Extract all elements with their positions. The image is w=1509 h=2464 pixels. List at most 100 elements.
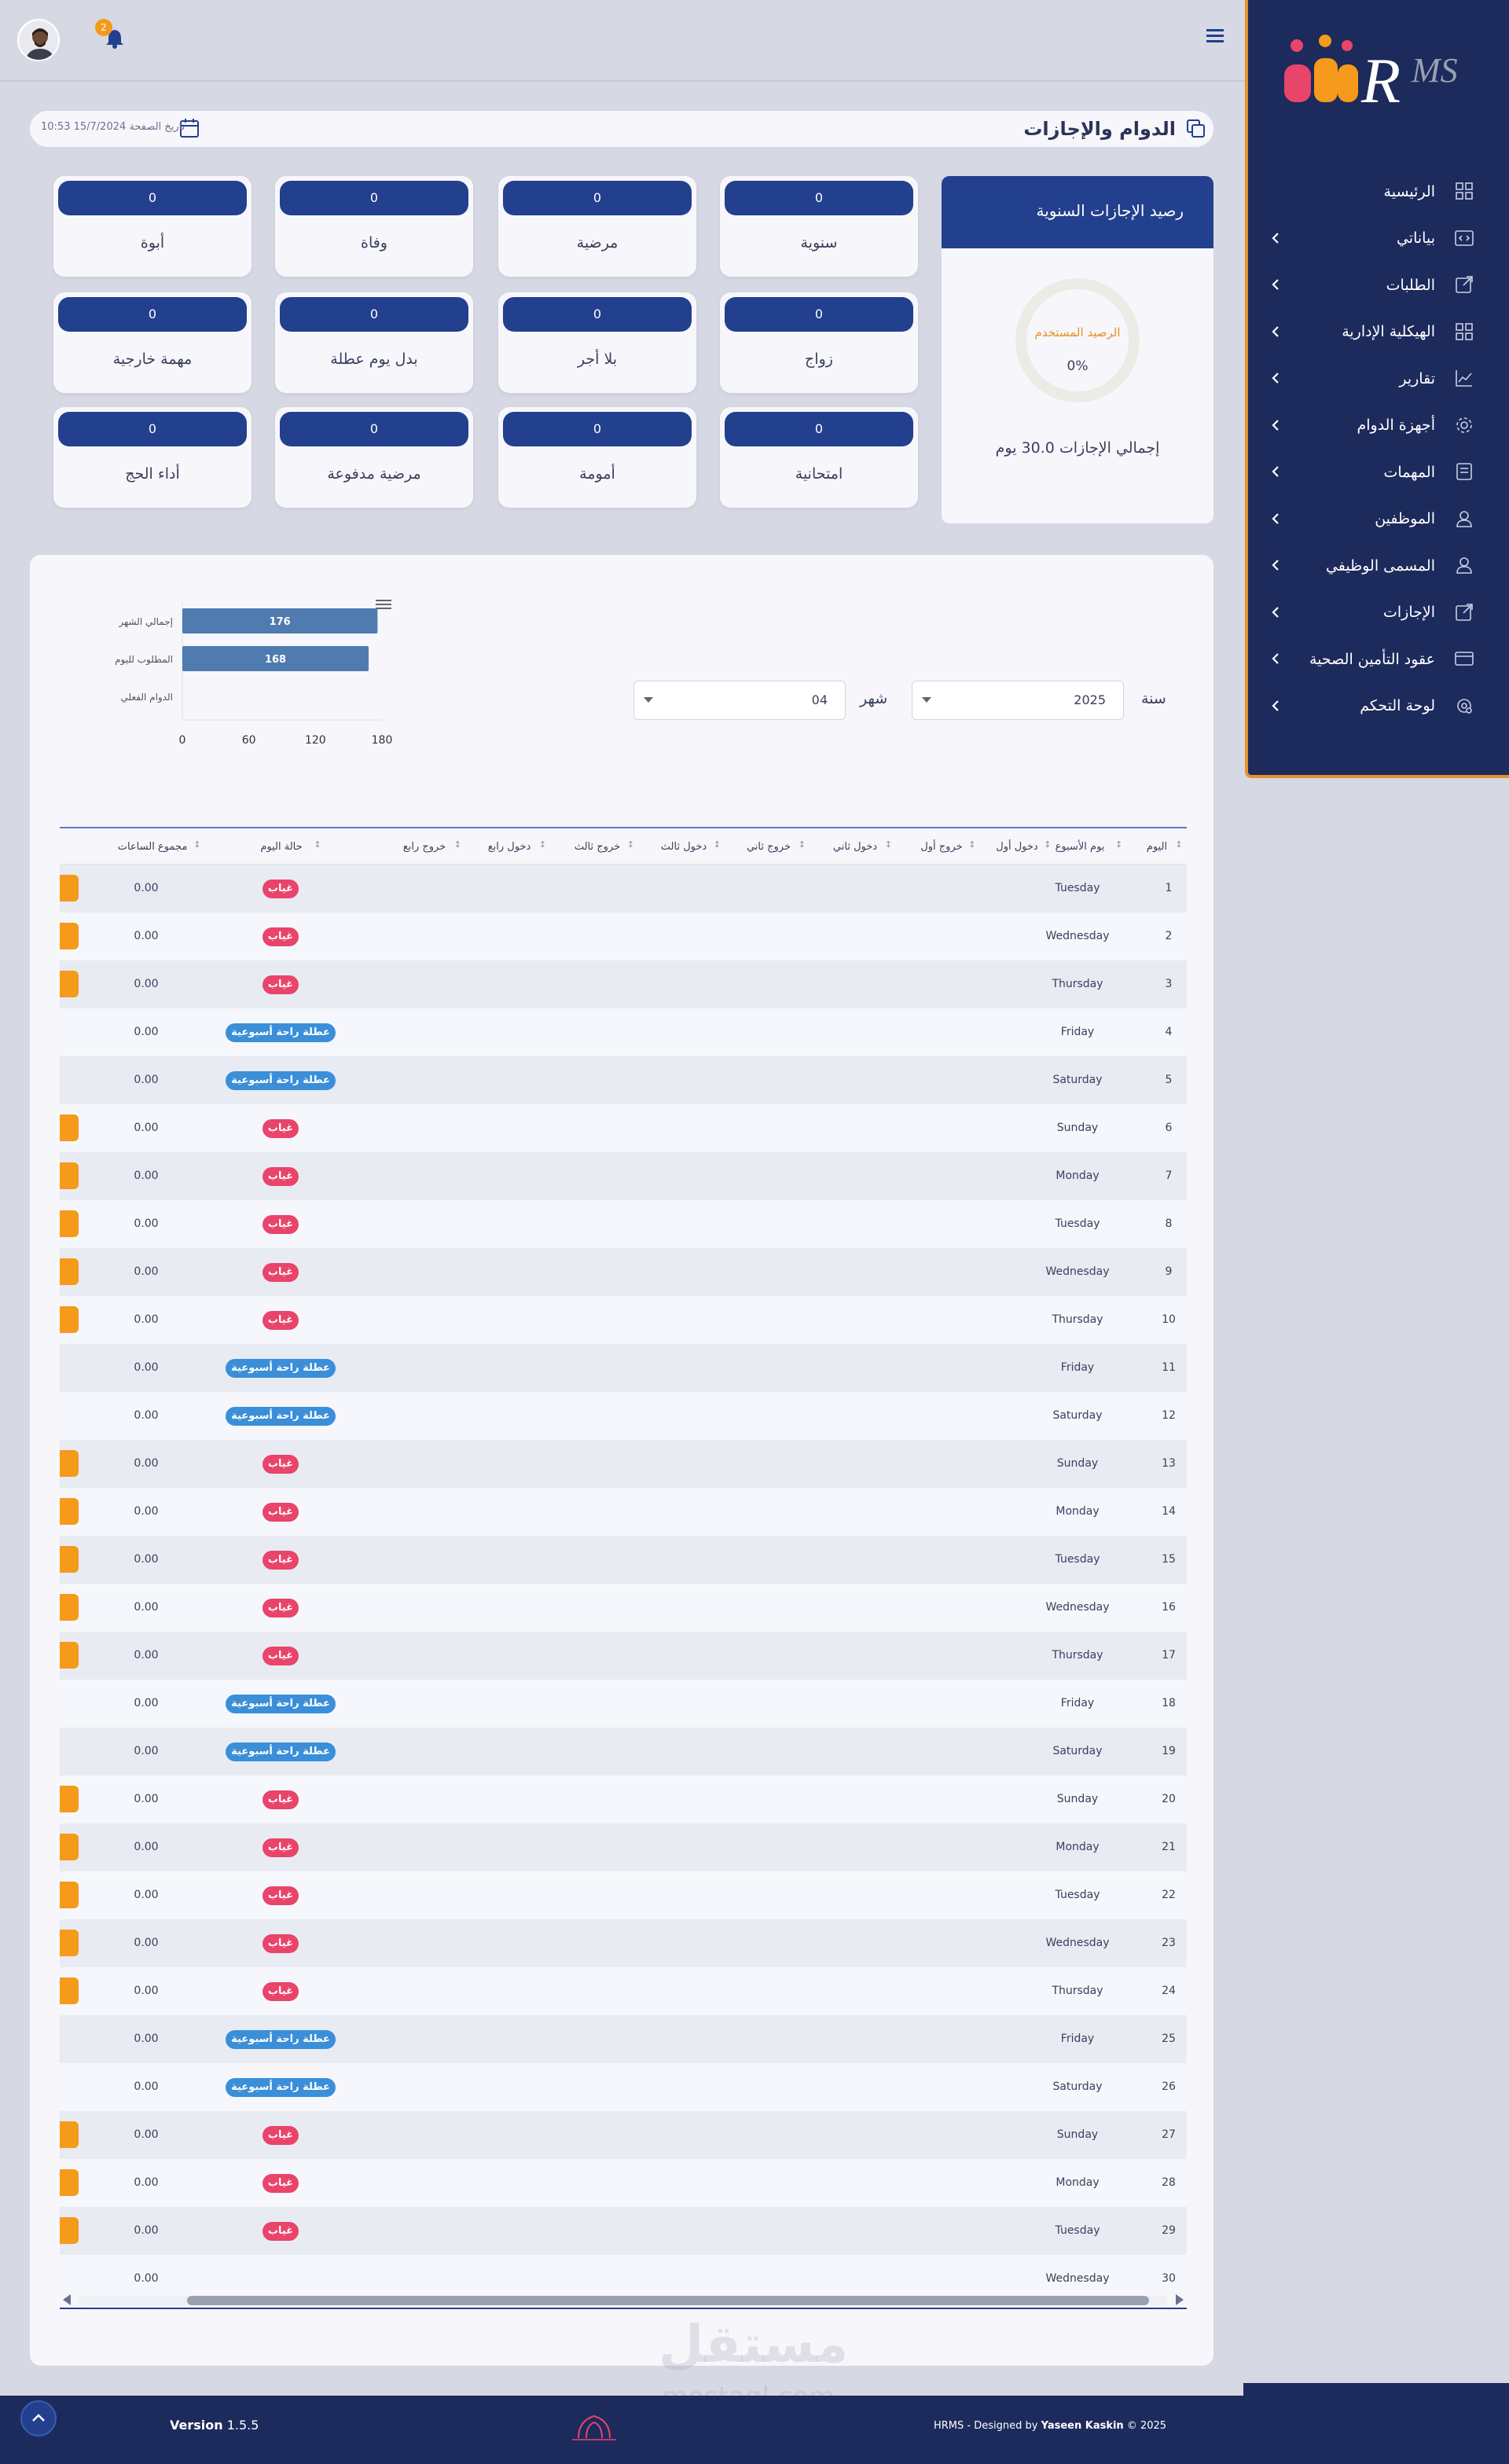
- row-action-button[interactable]: [60, 1210, 79, 1237]
- sidebar-item[interactable]: عقود التأمين الصحية: [1248, 636, 1509, 682]
- table-row[interactable]: 8 Tuesday 0.00 غياب: [60, 1200, 1187, 1248]
- row-action-button[interactable]: [60, 1114, 79, 1141]
- column-header[interactable]: دخول أول: [996, 841, 1038, 853]
- sidebar-item[interactable]: بياناتي: [1248, 215, 1509, 262]
- sort-icon[interactable]: ↕: [1175, 839, 1183, 850]
- column-header[interactable]: يوم الأسبوع: [1055, 841, 1105, 853]
- scroll-thumb[interactable]: [187, 2296, 1149, 2305]
- row-action-button[interactable]: [60, 1450, 79, 1477]
- column-header[interactable]: خروج ثاني: [746, 841, 791, 853]
- table-row[interactable]: 4 Friday 0.00 عطلة راحة أسبوعية: [60, 1008, 1187, 1056]
- leave-stat-card[interactable]: 0 أبوة: [53, 176, 252, 277]
- column-header[interactable]: دخول ثالث: [660, 841, 707, 853]
- row-action-button[interactable]: [60, 1546, 79, 1573]
- table-row[interactable]: 9 Wednesday 0.00 غياب: [60, 1248, 1187, 1296]
- menu-toggle-icon[interactable]: [1206, 28, 1225, 45]
- sort-icon[interactable]: ↕: [968, 839, 976, 850]
- leave-stat-card[interactable]: 0 مرضية مدفوعة: [275, 407, 473, 508]
- row-action-button[interactable]: [60, 923, 79, 949]
- leave-stat-card[interactable]: 0 زواج: [720, 292, 918, 393]
- table-row[interactable]: 28 Monday 0.00 غياب: [60, 2159, 1187, 2207]
- row-action-button[interactable]: [60, 1162, 79, 1189]
- sidebar-item[interactable]: الموظفين: [1248, 496, 1509, 542]
- table-row[interactable]: 23 Wednesday 0.00 غياب: [60, 1919, 1187, 1967]
- sort-icon[interactable]: ↕: [453, 839, 461, 850]
- sort-icon[interactable]: ↕: [713, 839, 721, 850]
- row-action-button[interactable]: [60, 1594, 79, 1621]
- sort-icon[interactable]: ↕: [193, 839, 201, 850]
- sidebar-item[interactable]: المسمى الوظيفي: [1248, 542, 1509, 589]
- leave-stat-card[interactable]: 0 أداء الحج: [53, 407, 252, 508]
- sidebar-item[interactable]: الرئيسية: [1248, 168, 1509, 215]
- sidebar-item[interactable]: تقارير: [1248, 355, 1509, 402]
- horizontal-scrollbar[interactable]: [60, 2289, 1187, 2309]
- sort-icon[interactable]: ↕: [1044, 839, 1052, 850]
- sort-icon[interactable]: ↕: [1114, 839, 1123, 850]
- leave-stat-card[interactable]: 0 سنوية: [720, 176, 918, 277]
- table-row[interactable]: 29 Tuesday 0.00 غياب: [60, 2207, 1187, 2255]
- column-header[interactable]: دخول ثاني: [832, 841, 878, 853]
- table-row[interactable]: 18 Friday 0.00 عطلة راحة أسبوعية: [60, 1680, 1187, 1728]
- leave-stat-card[interactable]: 0 بلا أجر: [498, 292, 696, 393]
- sidebar-item[interactable]: الإجازات: [1248, 589, 1509, 636]
- row-action-button[interactable]: [60, 1882, 79, 1908]
- row-action-button[interactable]: [60, 1930, 79, 1956]
- column-header[interactable]: حالة اليوم: [260, 841, 303, 853]
- sidebar-item[interactable]: لوحة التحكم: [1248, 683, 1509, 729]
- table-row[interactable]: 19 Saturday 0.00 عطلة راحة أسبوعية: [60, 1728, 1187, 1775]
- row-action-button[interactable]: [60, 1306, 79, 1333]
- table-row[interactable]: 25 Friday 0.00 عطلة راحة أسبوعية: [60, 2015, 1187, 2063]
- column-header[interactable]: خروج رابع: [402, 841, 446, 853]
- table-row[interactable]: 24 Thursday 0.00 غياب: [60, 1967, 1187, 2015]
- sort-icon[interactable]: ↕: [884, 839, 892, 850]
- leave-stat-card[interactable]: 0 بدل يوم عطلة: [275, 292, 473, 393]
- table-row[interactable]: 26 Saturday 0.00 عطلة راحة أسبوعية: [60, 2063, 1187, 2111]
- sidebar-item[interactable]: الهيكلية الإدارية: [1248, 309, 1509, 355]
- scroll-to-top-button[interactable]: [20, 2400, 57, 2436]
- avatar[interactable]: [17, 19, 60, 61]
- leave-stat-card[interactable]: 0 أمومة: [498, 407, 696, 508]
- leave-stat-card[interactable]: 0 امتحانية: [720, 407, 918, 508]
- row-action-button[interactable]: [60, 1498, 79, 1525]
- table-row[interactable]: 7 Monday 0.00 غياب: [60, 1152, 1187, 1200]
- row-action-button[interactable]: [60, 2217, 79, 2244]
- sort-icon[interactable]: ↕: [626, 839, 634, 850]
- row-action-button[interactable]: [60, 971, 79, 997]
- table-row[interactable]: 13 Sunday 0.00 غياب: [60, 1440, 1187, 1488]
- table-row[interactable]: 11 Friday 0.00 عطلة راحة أسبوعية: [60, 1344, 1187, 1392]
- table-row[interactable]: 2 Wednesday 0.00 غياب: [60, 913, 1187, 960]
- row-action-button[interactable]: [60, 1834, 79, 1860]
- table-row[interactable]: 22 Tuesday 0.00 غياب: [60, 1871, 1187, 1919]
- table-row[interactable]: 30 Wednesday 0.00: [60, 2255, 1187, 2296]
- leave-stat-card[interactable]: 0 مرضية: [498, 176, 696, 277]
- table-row[interactable]: 17 Thursday 0.00 غياب: [60, 1632, 1187, 1680]
- sidebar-item[interactable]: أجهزة الدوام: [1248, 402, 1509, 449]
- table-row[interactable]: 15 Tuesday 0.00 غياب: [60, 1536, 1187, 1584]
- table-row[interactable]: 16 Wednesday 0.00 غياب: [60, 1584, 1187, 1632]
- row-action-button[interactable]: [60, 2169, 79, 2196]
- table-row[interactable]: 10 Thursday 0.00 غياب: [60, 1296, 1187, 1344]
- column-header[interactable]: اليوم: [1146, 841, 1168, 853]
- column-header[interactable]: خروج ثالث: [574, 841, 621, 853]
- table-row[interactable]: 27 Sunday 0.00 غياب: [60, 2111, 1187, 2159]
- year-select[interactable]: 2025: [912, 681, 1124, 720]
- column-header[interactable]: دخول رابع: [487, 841, 531, 853]
- leave-stat-card[interactable]: 0 وفاة: [275, 176, 473, 277]
- row-action-button[interactable]: [60, 1642, 79, 1669]
- leave-stat-card[interactable]: 0 مهمة خارجية: [53, 292, 252, 393]
- chart-menu-icon[interactable]: [376, 600, 391, 609]
- row-action-button[interactable]: [60, 2121, 79, 2148]
- scroll-right-icon[interactable]: [1176, 2294, 1184, 2305]
- row-action-button[interactable]: [60, 1786, 79, 1812]
- row-action-button[interactable]: [60, 1258, 79, 1285]
- table-row[interactable]: 6 Sunday 0.00 غياب: [60, 1104, 1187, 1152]
- row-action-button[interactable]: [60, 875, 79, 902]
- table-row[interactable]: 5 Saturday 0.00 عطلة راحة أسبوعية: [60, 1056, 1187, 1104]
- table-row[interactable]: 1 Tuesday 0.00 غياب: [60, 865, 1187, 913]
- sidebar-item[interactable]: الطلبات: [1248, 262, 1509, 308]
- row-action-button[interactable]: [60, 1977, 79, 2004]
- table-row[interactable]: 3 Thursday 0.00 غياب: [60, 960, 1187, 1008]
- notification-bell-icon[interactable]: [101, 24, 129, 52]
- table-row[interactable]: 20 Sunday 0.00 غياب: [60, 1775, 1187, 1823]
- table-row[interactable]: 21 Monday 0.00 غياب: [60, 1823, 1187, 1871]
